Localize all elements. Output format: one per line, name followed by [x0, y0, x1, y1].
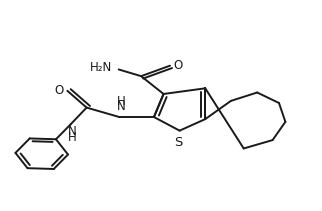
- Text: H₂N: H₂N: [90, 61, 112, 74]
- Text: O: O: [174, 59, 183, 72]
- Text: H: H: [68, 131, 77, 144]
- Text: S: S: [174, 136, 182, 149]
- Text: O: O: [54, 84, 63, 97]
- Text: N: N: [68, 125, 77, 138]
- Text: H: H: [117, 95, 125, 108]
- Text: N: N: [117, 100, 125, 113]
